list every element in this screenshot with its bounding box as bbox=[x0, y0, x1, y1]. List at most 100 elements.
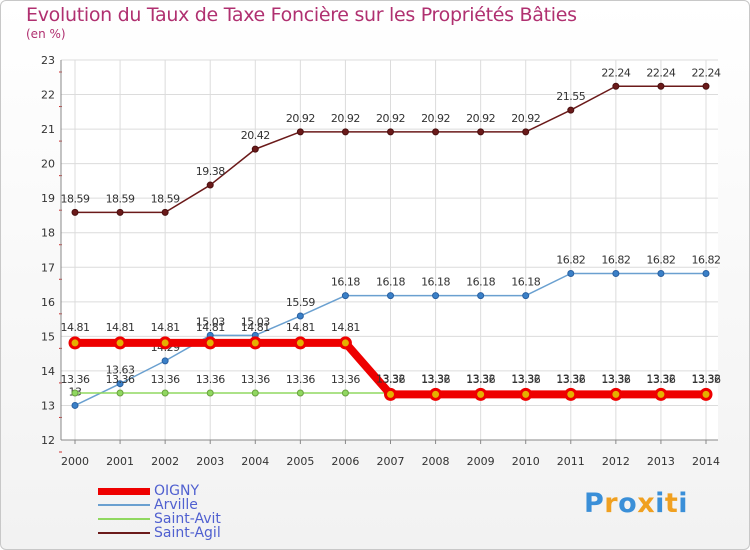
chart-title: Evolution du Taux de Taxe Foncière sur l… bbox=[26, 4, 577, 26]
data-label-oigny: 14.81 bbox=[331, 321, 360, 334]
y-tick-label: 13 bbox=[41, 399, 55, 412]
legend-label: Saint-Avit bbox=[154, 511, 221, 527]
legend-swatch bbox=[98, 532, 150, 534]
data-label-saint-avit: 13.36 bbox=[692, 373, 721, 386]
data-label-oigny: 13.32 bbox=[556, 372, 585, 385]
data-label-oigny: 14.81 bbox=[61, 321, 90, 334]
data-point-saint-agil bbox=[612, 82, 620, 90]
logo-letter: t bbox=[664, 488, 679, 519]
data-point-saint-avit bbox=[161, 389, 169, 397]
y-tick-label: 14 bbox=[41, 365, 55, 378]
data-point-saint-agil bbox=[387, 128, 394, 136]
data-point-oigny bbox=[384, 387, 397, 401]
data-point-oigny bbox=[293, 336, 307, 350]
data-point-oigny bbox=[429, 387, 443, 401]
y-tick-label: 12 bbox=[41, 434, 55, 447]
y-tick-label: 16 bbox=[41, 296, 55, 309]
y-tick-label: 21 bbox=[41, 123, 55, 136]
data-point-saint-agil bbox=[432, 128, 440, 136]
data-point-arville bbox=[161, 357, 169, 365]
data-point-oigny bbox=[564, 387, 578, 401]
data-label-saint-avit: 13.36 bbox=[196, 373, 225, 386]
x-tick-label: 2012 bbox=[602, 455, 630, 468]
data-label-arville: 16.82 bbox=[646, 253, 675, 266]
data-point-saint-avit bbox=[71, 389, 79, 397]
data-label-saint-agil: 18.59 bbox=[106, 192, 135, 205]
data-label-oigny: 14.81 bbox=[286, 321, 315, 334]
data-point-saint-agil bbox=[296, 128, 304, 136]
data-label-saint-agil: 22.24 bbox=[646, 66, 675, 79]
data-label-saint-agil: 20.92 bbox=[376, 112, 405, 125]
data-label-saint-avit: 13.36 bbox=[556, 373, 585, 386]
logo-letter: x bbox=[637, 488, 656, 519]
data-point-saint-agil bbox=[251, 145, 259, 153]
data-point-saint-avit bbox=[206, 389, 214, 397]
data-point-arville bbox=[657, 269, 665, 277]
y-tick-label: 15 bbox=[41, 330, 55, 343]
data-label-saint-agil: 22.24 bbox=[692, 66, 721, 79]
x-tick-label: 2000 bbox=[61, 455, 89, 468]
data-label-arville: 15.03 bbox=[241, 315, 270, 328]
data-point-oigny bbox=[609, 387, 623, 401]
x-tick-label: 2014 bbox=[692, 455, 720, 468]
data-label-saint-agil: 20.92 bbox=[421, 112, 450, 125]
data-label-saint-agil: 21.55 bbox=[556, 90, 585, 103]
data-label-arville: 16.18 bbox=[331, 276, 360, 289]
logo-letter: P bbox=[584, 488, 605, 519]
y-tick-label: 18 bbox=[41, 227, 55, 240]
data-label-saint-agil: 20.92 bbox=[466, 112, 495, 125]
legend-label: OIGNY bbox=[154, 483, 200, 499]
data-point-arville bbox=[612, 269, 620, 277]
data-point-saint-agil bbox=[116, 208, 124, 216]
data-label-oigny: 14.81 bbox=[151, 321, 180, 334]
data-point-arville bbox=[341, 292, 349, 300]
data-label-oigny: 14.81 bbox=[241, 321, 270, 334]
data-label-saint-avit: 13.36 bbox=[646, 373, 675, 386]
data-label-saint-agil: 19.38 bbox=[196, 165, 225, 178]
data-point-oigny bbox=[699, 387, 713, 401]
data-point-arville bbox=[387, 292, 394, 300]
data-point-oigny bbox=[338, 336, 352, 350]
data-label-oigny: 13.32 bbox=[692, 372, 721, 385]
data-label-arville: 13.63 bbox=[106, 364, 135, 377]
data-label-oigny: 14.81 bbox=[196, 321, 225, 334]
data-point-saint-agil bbox=[341, 128, 349, 136]
data-point-oigny bbox=[474, 387, 488, 401]
data-point-arville bbox=[116, 380, 124, 388]
logo-letter: r bbox=[604, 488, 619, 519]
data-point-oigny bbox=[654, 387, 668, 401]
x-tick-label: 2005 bbox=[286, 455, 314, 468]
y-tick-label: 22 bbox=[41, 89, 55, 102]
unit-label: (en %) bbox=[26, 27, 66, 41]
data-point-saint-agil bbox=[522, 128, 530, 136]
y-tick-label: 23 bbox=[41, 54, 55, 67]
data-label-saint-avit: 13.36 bbox=[421, 373, 450, 386]
data-label-saint-agil: 20.42 bbox=[241, 129, 270, 142]
logo-letter: i bbox=[678, 488, 689, 519]
data-point-oigny bbox=[519, 387, 533, 401]
data-label-oigny: 13.32 bbox=[466, 372, 495, 385]
plot-area bbox=[61, 60, 718, 440]
data-point-saint-avit bbox=[341, 389, 349, 397]
data-point-oigny bbox=[248, 336, 262, 350]
data-point-arville bbox=[702, 269, 710, 277]
data-label-oigny: 13.32 bbox=[601, 372, 630, 385]
legend-swatch bbox=[98, 504, 150, 506]
proxiti-logo: Proxiti bbox=[584, 488, 688, 519]
data-label-saint-avit: 13.36 bbox=[511, 373, 540, 386]
data-label-saint-avit: 13.36 bbox=[286, 373, 315, 386]
data-point-arville bbox=[477, 292, 485, 300]
data-label-arville: 16.82 bbox=[601, 253, 630, 266]
data-label-saint-agil: 20.92 bbox=[286, 112, 315, 125]
data-label-arville: 16.82 bbox=[692, 253, 721, 266]
data-label-saint-avit: 13.36 bbox=[466, 373, 495, 386]
data-point-saint-agil bbox=[71, 208, 79, 216]
data-label-saint-agil: 20.92 bbox=[511, 112, 540, 125]
legend-label: Saint-Agil bbox=[154, 525, 221, 541]
data-point-saint-agil bbox=[477, 128, 485, 136]
data-point-oigny bbox=[68, 336, 82, 350]
data-label-saint-avit: 13.36 bbox=[106, 373, 135, 386]
data-label-saint-agil: 22.24 bbox=[601, 66, 630, 79]
data-label-saint-avit: 13.36 bbox=[601, 373, 630, 386]
x-tick-label: 2008 bbox=[422, 455, 450, 468]
